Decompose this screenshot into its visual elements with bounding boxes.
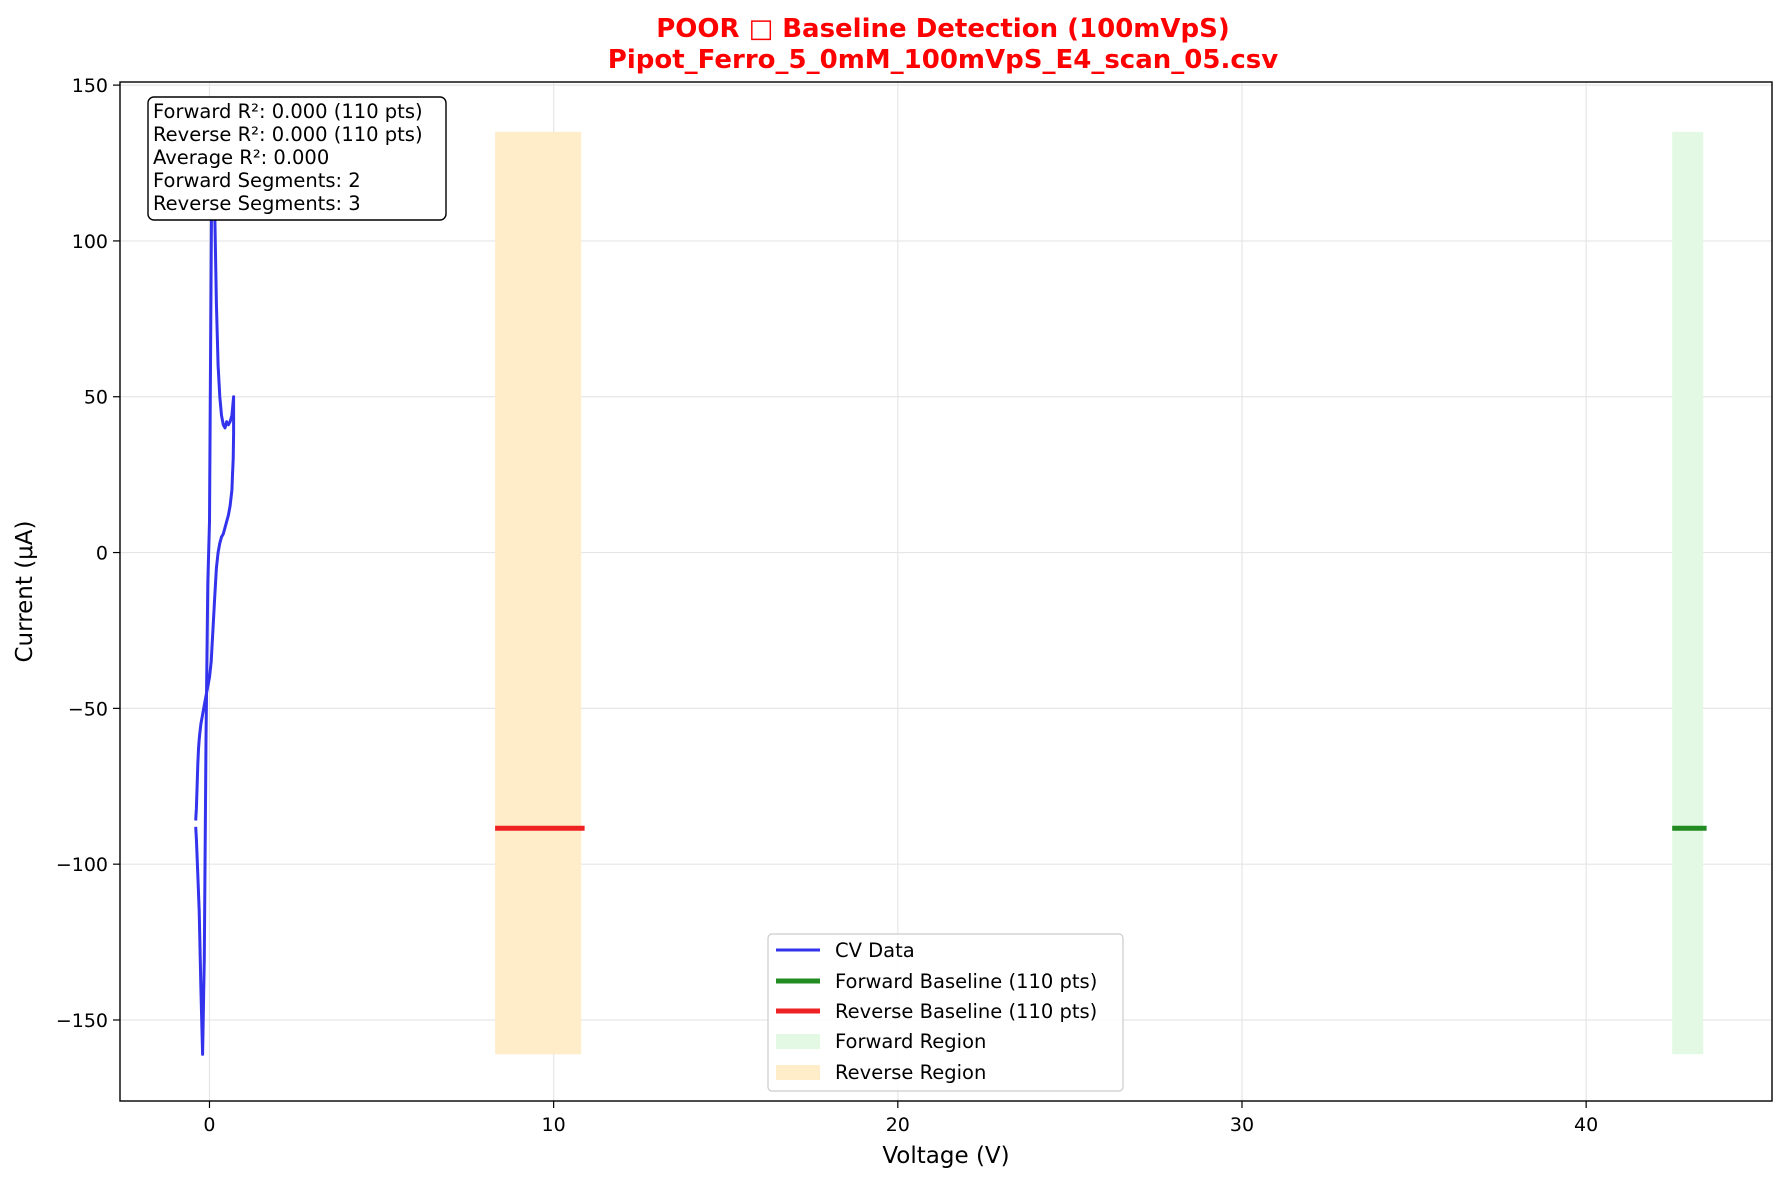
y-tick-label: −150 bbox=[56, 1010, 108, 1032]
x-tick-label: 30 bbox=[1230, 1114, 1254, 1136]
stats-line-reverse-r2: Reverse R²: 0.000 (110 pts) bbox=[153, 123, 423, 146]
x-tick-label: 0 bbox=[203, 1114, 215, 1136]
legend-label-cv-data: CV Data bbox=[835, 939, 915, 962]
gridlines bbox=[120, 82, 1772, 1101]
stats-line-average-r2: Average R²: 0.000 bbox=[153, 146, 329, 169]
chart-title: POOR □ Baseline Detection (100mVpS) bbox=[656, 14, 1230, 44]
y-tick-label: 150 bbox=[72, 75, 108, 97]
legend-swatch-forward-region bbox=[776, 1034, 820, 1049]
stats-box-frame bbox=[147, 96, 447, 221]
y-tick-label: 50 bbox=[84, 387, 108, 409]
legend-frame bbox=[767, 933, 1124, 1092]
y-tick-label: 0 bbox=[96, 543, 108, 565]
y-axis-ticks: 150 100 50 0 −50 −100 −150 bbox=[56, 75, 120, 1032]
x-tick-label: 20 bbox=[886, 1114, 910, 1136]
y-axis-label: Current (μA) bbox=[12, 520, 38, 662]
stats-line-forward-segments: Forward Segments: 2 bbox=[153, 169, 361, 192]
chart-titles: POOR □ Baseline Detection (100mVpS) Pipo… bbox=[608, 14, 1278, 75]
x-tick-label: 10 bbox=[542, 1114, 566, 1136]
legend-swatch-reverse-region bbox=[776, 1065, 820, 1080]
stats-line-reverse-segments: Reverse Segments: 3 bbox=[153, 192, 361, 215]
legend-label-forward-region: Forward Region bbox=[835, 1030, 986, 1053]
y-tick-label: −100 bbox=[56, 854, 108, 876]
region-forward-region bbox=[1672, 131, 1704, 1055]
legend-label-reverse-region: Reverse Region bbox=[835, 1061, 986, 1084]
series-cv-data bbox=[194, 145, 236, 1056]
chart-subtitle: Pipot_Ferro_5_0mM_100mVpS_E4_scan_05.csv bbox=[608, 45, 1278, 75]
x-tick-label: 40 bbox=[1574, 1114, 1598, 1136]
legend-label-reverse-baseline: Reverse Baseline (110 pts) bbox=[835, 1000, 1097, 1023]
x-axis-ticks: 0 10 20 30 40 bbox=[203, 1101, 1598, 1136]
legend: CV Data Forward Baseline (110 pts) Rever… bbox=[767, 933, 1124, 1092]
x-axis-label: Voltage (V) bbox=[882, 1143, 1009, 1169]
y-tick-label: −50 bbox=[68, 698, 108, 720]
stats-line-forward-r2: Forward R²: 0.000 (110 pts) bbox=[153, 100, 423, 123]
data-lines bbox=[194, 145, 1707, 1056]
stats-box: Forward R²: 0.000 (110 pts) Reverse R²: … bbox=[147, 96, 447, 221]
y-tick-label: 100 bbox=[72, 231, 108, 253]
axes-frame bbox=[119, 81, 1773, 1102]
legend-label-forward-baseline: Forward Baseline (110 pts) bbox=[835, 970, 1097, 993]
plot-area: 0 10 20 30 40 150 100 50 0 −50 −100 −150 bbox=[56, 75, 1773, 1136]
shaded-regions bbox=[495, 131, 1704, 1055]
region-reverse-region bbox=[495, 131, 582, 1055]
